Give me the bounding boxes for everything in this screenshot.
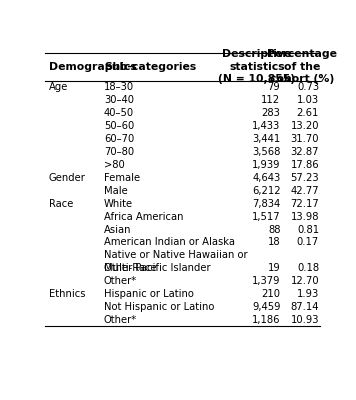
Text: 42.77: 42.77 [290,186,319,196]
Text: 4,643: 4,643 [252,173,281,183]
Text: 283: 283 [262,108,281,118]
Text: 1,186: 1,186 [252,315,281,325]
Text: Gender: Gender [49,173,85,183]
Text: 13.98: 13.98 [290,212,319,222]
Text: 6,212: 6,212 [252,186,281,196]
Text: Demographics: Demographics [49,62,136,72]
Text: 17.86: 17.86 [290,160,319,170]
Text: 10.93: 10.93 [290,315,319,325]
Text: 0.81: 0.81 [297,225,319,235]
Text: Race: Race [49,199,73,209]
Text: 13.20: 13.20 [290,121,319,131]
Text: 30–40: 30–40 [104,95,134,105]
Text: 2.61: 2.61 [297,108,319,118]
Text: Multi-Race: Multi-Race [104,263,156,273]
Text: 72.17: 72.17 [290,199,319,209]
Text: 1,379: 1,379 [252,276,281,286]
Text: 7,834: 7,834 [252,199,281,209]
Text: 210: 210 [261,289,281,299]
Text: Ethnics: Ethnics [49,289,85,299]
Text: 57.23: 57.23 [290,173,319,183]
Text: 1,939: 1,939 [252,160,281,170]
Text: Descriptive
statistics
(N = 10,855): Descriptive statistics (N = 10,855) [218,49,295,84]
Text: 1,517: 1,517 [252,212,281,222]
Text: Hispanic or Latino: Hispanic or Latino [104,289,194,299]
Text: 31.70: 31.70 [290,134,319,144]
Text: Percentage
of the
cohort (%): Percentage of the cohort (%) [267,49,337,84]
Text: 12.70: 12.70 [290,276,319,286]
Text: 19: 19 [268,263,281,273]
Text: 9,459: 9,459 [252,302,281,312]
Text: 1.03: 1.03 [297,95,319,105]
Text: Other*: Other* [104,315,137,325]
Text: 40–50: 40–50 [104,108,134,118]
Text: 50–60: 50–60 [104,121,134,131]
Text: >80: >80 [104,160,125,170]
Text: 112: 112 [261,95,281,105]
Text: Not Hispanic or Latino: Not Hispanic or Latino [104,302,214,312]
Text: 3,568: 3,568 [252,147,281,157]
Text: 0.73: 0.73 [297,82,319,92]
Text: 79: 79 [268,82,281,92]
Text: 1.93: 1.93 [297,289,319,299]
Text: 0.18: 0.18 [297,263,319,273]
Text: Sub-categories: Sub-categories [104,62,196,72]
Text: Africa American: Africa American [104,212,183,222]
Text: 3,441: 3,441 [252,134,281,144]
Text: 0.17: 0.17 [297,238,319,248]
Text: 32.87: 32.87 [290,147,319,157]
Text: American Indian or Alaska
Native or Native Hawaiian or
Other Pacific Islander: American Indian or Alaska Native or Nati… [104,238,247,273]
Text: 1,433: 1,433 [252,121,281,131]
Text: White: White [104,199,133,209]
Text: Male: Male [104,186,127,196]
Text: 70–80: 70–80 [104,147,134,157]
Text: Female: Female [104,173,140,183]
Text: 18–30: 18–30 [104,82,134,92]
Text: Age: Age [49,82,68,92]
Text: 87.14: 87.14 [290,302,319,312]
Text: 18: 18 [268,238,281,248]
Text: Asian: Asian [104,225,131,235]
Text: 88: 88 [268,225,281,235]
Text: 60–70: 60–70 [104,134,134,144]
Text: Other*: Other* [104,276,137,286]
